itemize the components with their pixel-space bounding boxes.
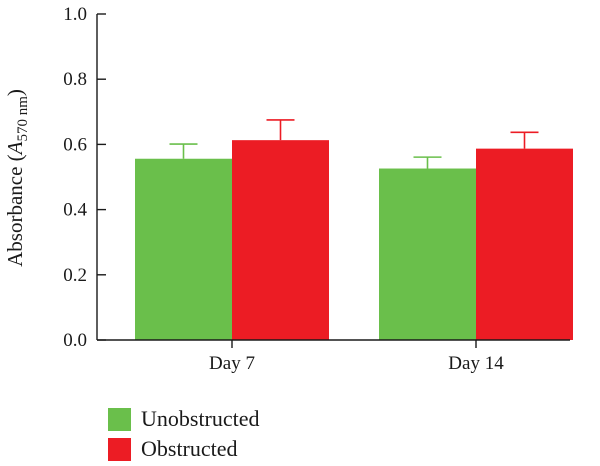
bar-unobstructed-day7 [135,158,232,340]
bar-obstructed-day14 [476,148,573,340]
bar-chart: 0.0 0.2 0.4 0.6 0.8 1.0 Day 7 Day 14 Absorbance… [3,4,573,374]
error-bars-layer [169,119,539,169]
y-tick-label-0: 0.0 [63,330,87,351]
legend-label-obstructed: Obstructed [141,436,238,461]
axes-layer: 0.0 0.2 0.4 0.6 0.8 1.0 Day 7 Day 14 [63,4,570,374]
legend-swatch-unobstructed [108,407,131,431]
x-tick-label-1: Day 14 [448,353,504,374]
y-tick-label-3: 0.6 [63,134,87,155]
y-tick-label-2: 0.4 [63,200,87,221]
bars-layer [135,140,573,340]
legend-item-unobstructed: Unobstructed [108,404,260,434]
bar-unobstructed-day14 [379,168,476,340]
legend: Unobstructed Obstructed [108,404,260,464]
legend-item-obstructed: Obstructed [108,434,260,464]
y-tick-label-5: 1.0 [63,4,87,25]
bar-obstructed-day7 [232,140,329,340]
legend-label-unobstructed: Unobstructed [141,406,260,431]
x-tick-label-0: Day 7 [209,353,255,374]
y-axis-title: Absorbance (A570 nm) [3,89,31,267]
y-tick-label-1: 0.2 [63,265,87,286]
y-tick-label-4: 0.8 [63,69,87,90]
legend-swatch-obstructed [108,437,131,461]
